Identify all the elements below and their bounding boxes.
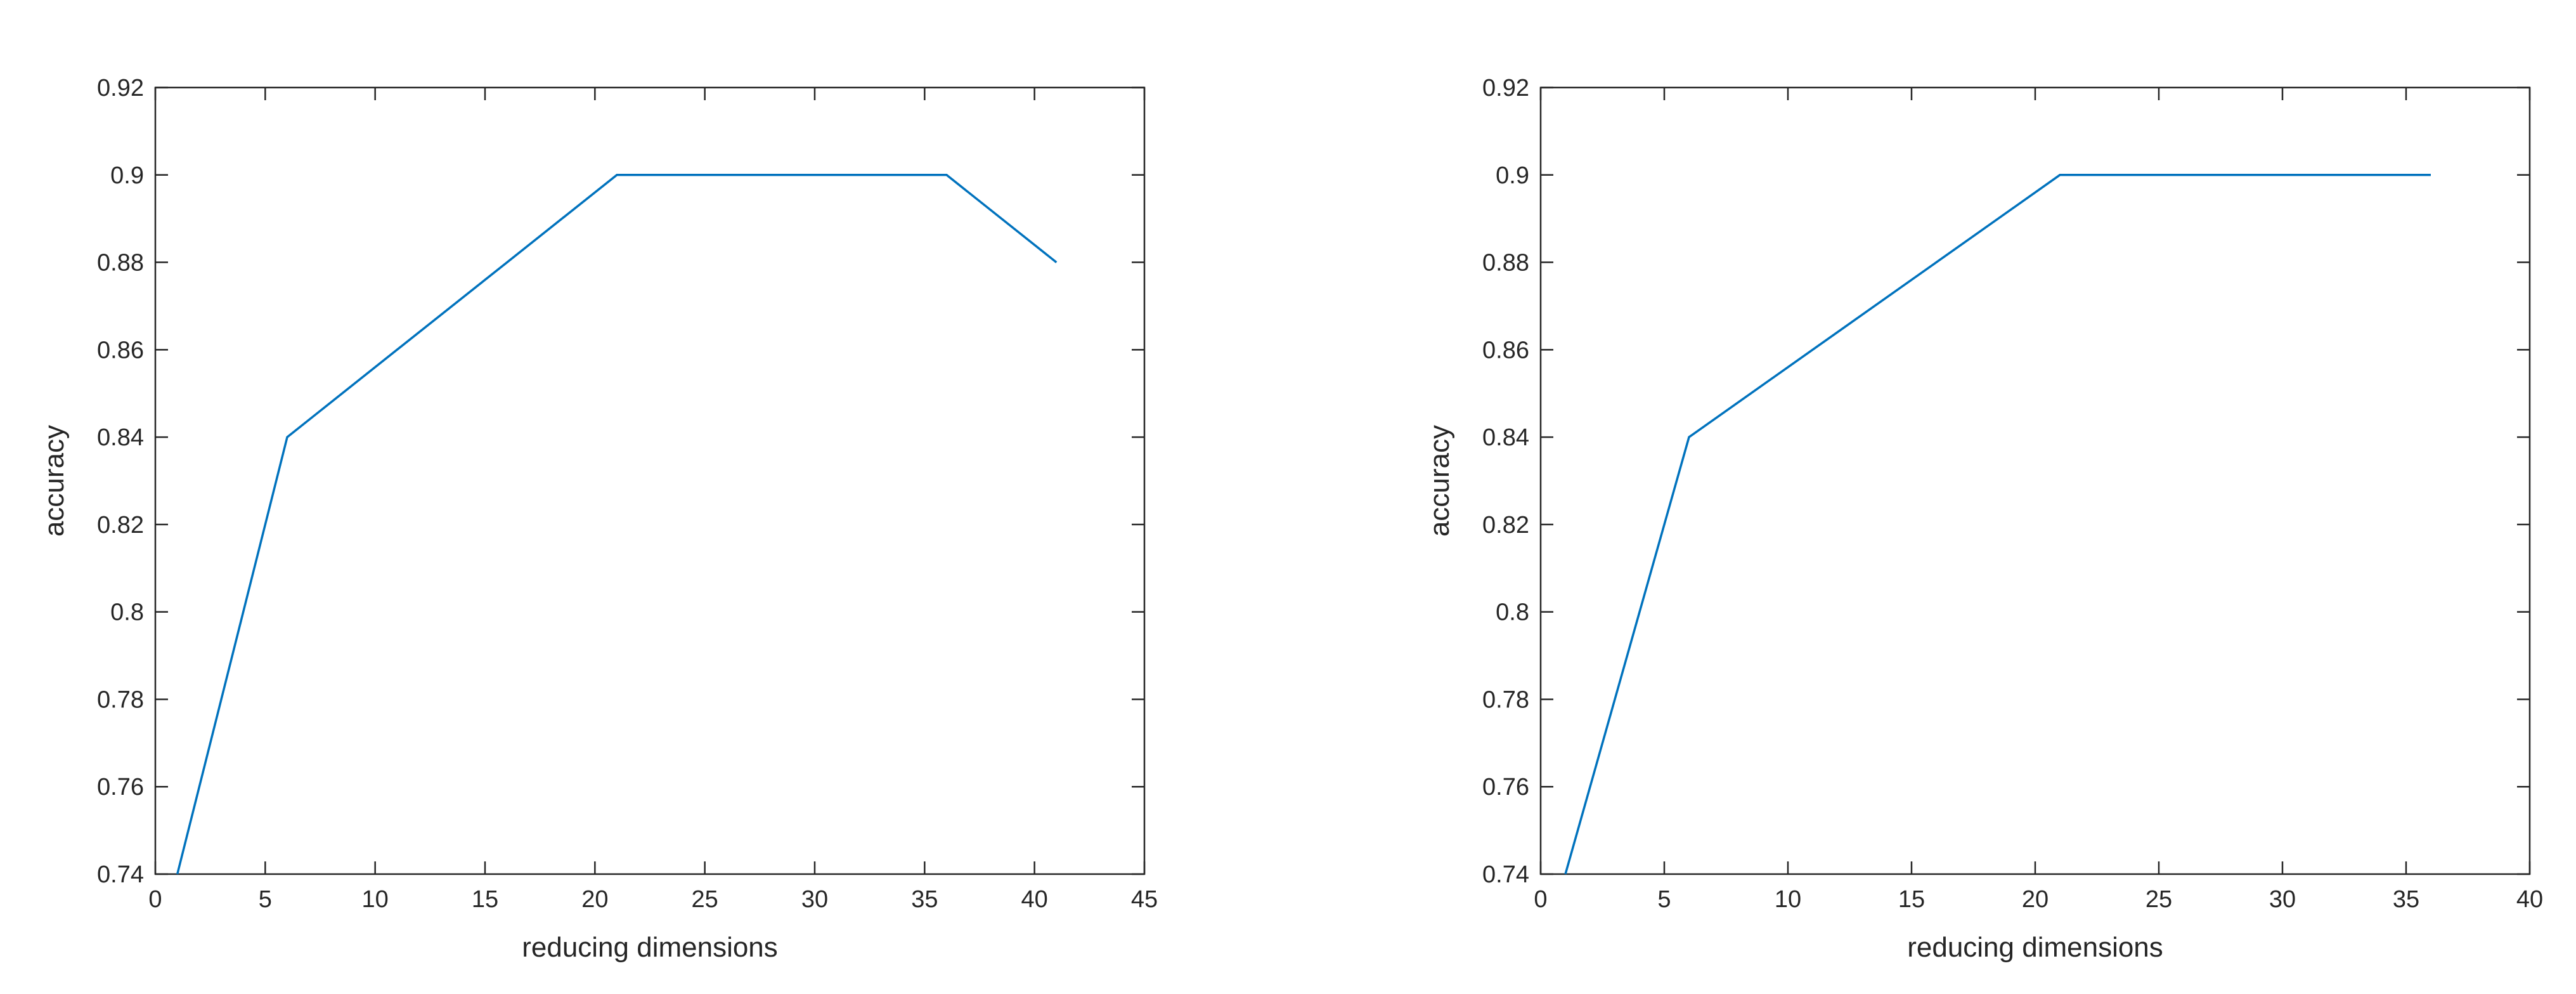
y-tick-label: 0.74	[1482, 861, 1529, 888]
y-tick-label: 0.78	[97, 686, 144, 713]
x-tick-label: 30	[801, 886, 828, 913]
x-tick-label: 40	[2516, 886, 2543, 913]
axes-box	[154, 86, 1146, 875]
x-axis-title: reducing dimensions	[1907, 932, 2163, 963]
series-line	[1564, 174, 2431, 875]
x-tick-label: 45	[1131, 886, 1158, 913]
y-tick-label: 0.76	[1482, 774, 1529, 801]
y-tick-label: 0.82	[97, 512, 144, 539]
x-tick-label: 15	[1898, 886, 1925, 913]
x-tick-label: 40	[1021, 886, 1048, 913]
x-tick-label: 0	[148, 886, 162, 913]
y-tick-label: 0.78	[1482, 686, 1529, 713]
x-tick-label: 35	[911, 886, 938, 913]
x-axis-title: reducing dimensions	[522, 932, 778, 963]
y-tick-label: 0.8	[1496, 599, 1529, 626]
x-tick-label: 10	[1775, 886, 1801, 913]
y-tick-label: 0.9	[110, 162, 144, 189]
y-tick-label: 0.92	[97, 75, 144, 101]
y-tick-label: 0.9	[1496, 162, 1529, 189]
x-tick-label: 30	[2269, 886, 2296, 913]
y-tick-label: 0.8	[110, 599, 144, 626]
x-tick-label: 35	[2393, 886, 2419, 913]
y-axis-title: accuracy	[1424, 425, 1455, 537]
y-tick-label: 0.82	[1482, 512, 1529, 539]
x-tick-label: 20	[581, 886, 608, 913]
y-tick-label: 0.88	[97, 250, 144, 277]
series-line	[176, 174, 1058, 875]
axes-box	[1539, 86, 2531, 875]
x-tick-label: 25	[2146, 886, 2172, 913]
right-chart-panel: 0 5 10 15 20 25 30 35 40 0.74 0.76 0.78 0.8 0.82 0.84 0…	[1424, 75, 2543, 963]
y-tick-label: 0.86	[1482, 337, 1529, 363]
y-tick-label: 0.74	[97, 861, 144, 888]
x-tick-label: 20	[2022, 886, 2049, 913]
x-tick-label: 25	[692, 886, 718, 913]
x-tick-label: 15	[472, 886, 498, 913]
x-tick-label: 5	[259, 886, 272, 913]
x-tick-label: 5	[1657, 886, 1671, 913]
y-tick-label: 0.86	[97, 337, 144, 363]
x-tick-label: 10	[362, 886, 389, 913]
y-tick-label: 0.76	[97, 774, 144, 801]
y-tick-label: 0.84	[97, 424, 144, 451]
y-tick-label: 0.88	[1482, 250, 1529, 277]
y-tick-label: 0.84	[1482, 424, 1529, 451]
left-chart-panel: 0 5 10 15 20 25 30 35 40 45 0.74 0.76 0.78 0.8 0.82 0.8…	[39, 75, 1158, 963]
x-tick-label: 0	[1534, 886, 1547, 913]
y-axis-title: accuracy	[39, 425, 70, 537]
y-tick-label: 0.92	[1482, 75, 1529, 101]
